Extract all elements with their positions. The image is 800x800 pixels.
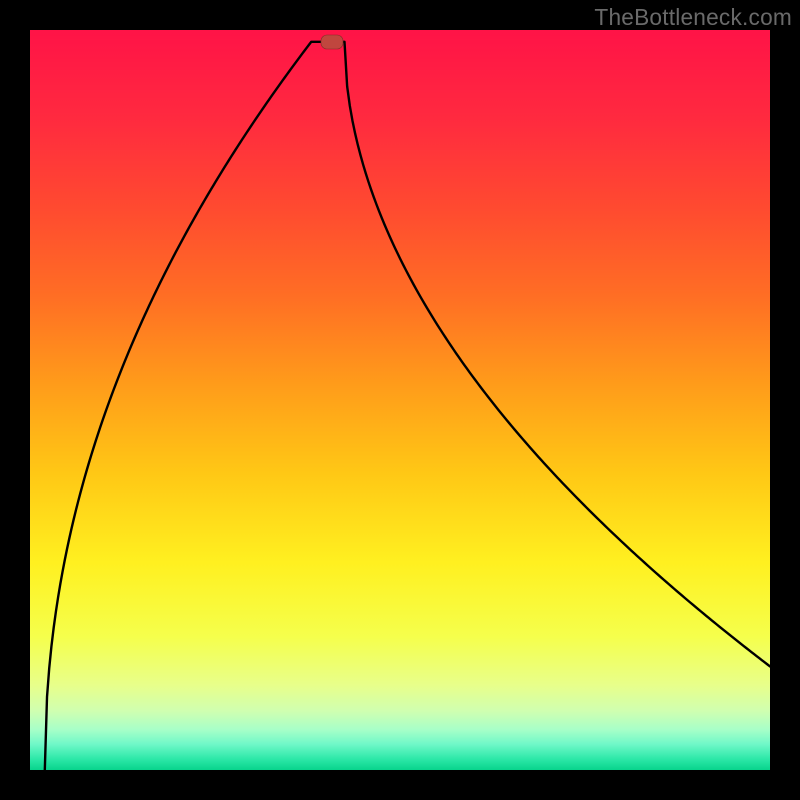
chart-container: TheBottleneck.com — [0, 0, 800, 800]
watermark-text: TheBottleneck.com — [594, 4, 792, 31]
plot-background-gradient — [30, 30, 770, 770]
